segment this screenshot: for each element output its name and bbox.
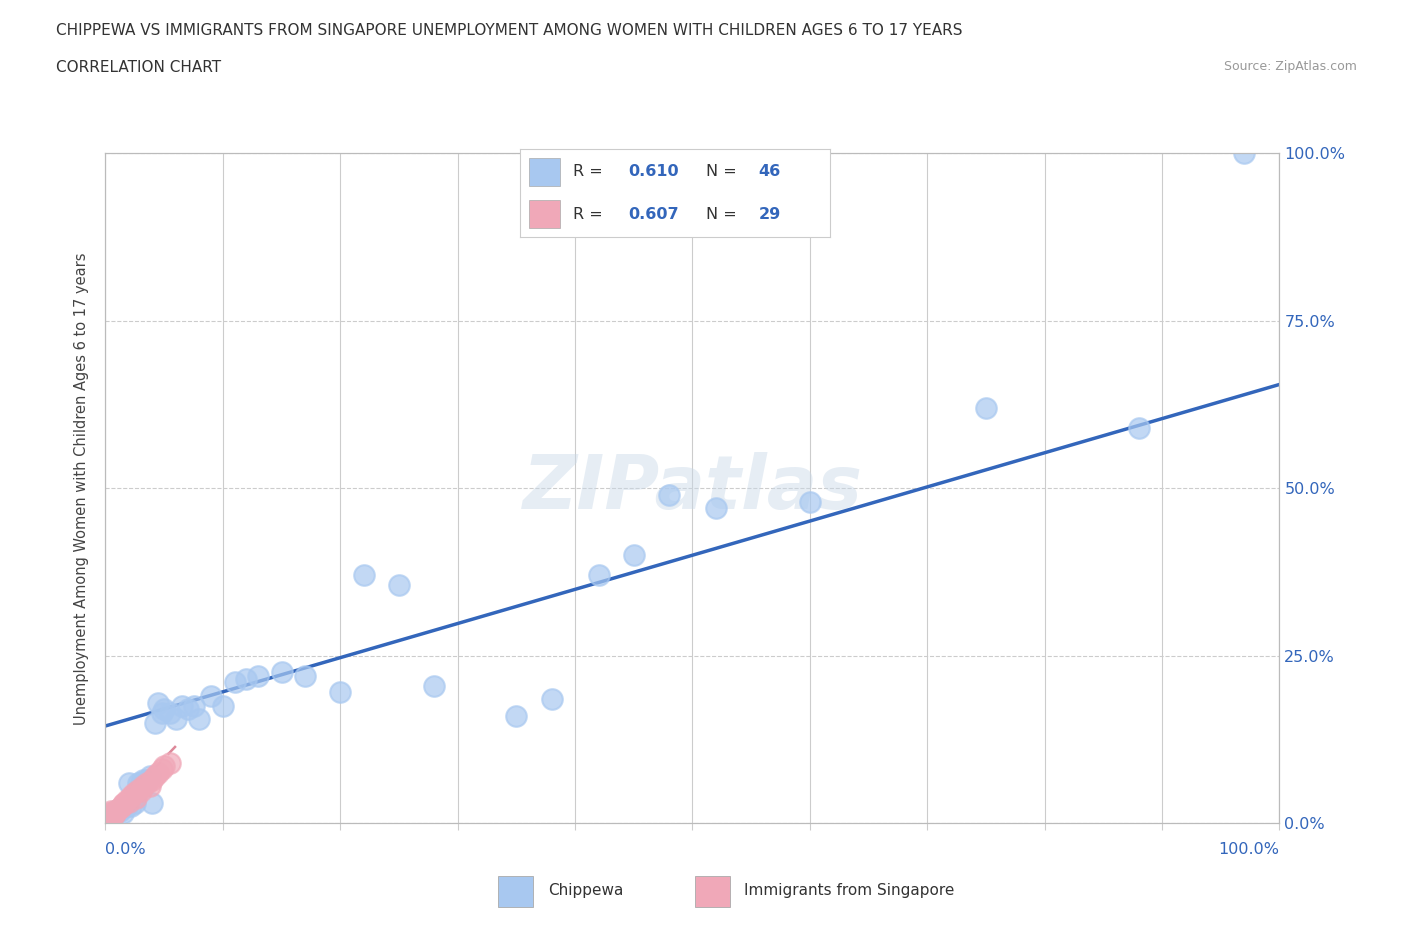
Point	[183, 698, 205, 713]
Bar	[530, 200, 561, 228]
Point	[139, 769, 162, 784]
Point	[143, 769, 166, 784]
Point	[159, 755, 181, 770]
Text: 0.607: 0.607	[628, 206, 679, 221]
Point	[141, 772, 163, 787]
Point	[101, 809, 124, 824]
Point	[105, 803, 128, 817]
Text: N =: N =	[706, 165, 737, 179]
Point	[200, 688, 222, 703]
Point	[588, 568, 610, 583]
Point	[132, 778, 155, 793]
Point	[294, 669, 316, 684]
Point	[115, 799, 138, 814]
Y-axis label: Unemployment Among Women with Children Ages 6 to 17 years: Unemployment Among Women with Children A…	[75, 252, 90, 724]
Point	[141, 795, 163, 810]
Point	[120, 799, 142, 814]
Point	[122, 786, 145, 801]
Point	[1233, 146, 1256, 161]
Point	[111, 799, 134, 814]
Text: 0.610: 0.610	[628, 165, 679, 179]
Point	[329, 685, 352, 700]
Point	[135, 772, 157, 787]
Text: R =: R =	[572, 206, 603, 221]
Point	[974, 401, 997, 416]
Point	[100, 809, 122, 824]
Point	[100, 804, 122, 818]
Point	[658, 487, 681, 502]
Text: Source: ZipAtlas.com: Source: ZipAtlas.com	[1223, 60, 1357, 73]
Text: Immigrants from Singapore: Immigrants from Singapore	[745, 883, 955, 898]
Text: 29: 29	[758, 206, 780, 221]
Point	[1128, 420, 1150, 435]
Point	[505, 709, 527, 724]
Point	[799, 494, 821, 509]
Text: 100.0%: 100.0%	[1219, 842, 1279, 857]
Point	[124, 795, 146, 810]
Text: 46: 46	[758, 165, 780, 179]
Text: CORRELATION CHART: CORRELATION CHART	[56, 60, 221, 75]
Point	[165, 711, 187, 726]
Bar	[499, 876, 533, 907]
Point	[112, 795, 135, 810]
Point	[115, 792, 138, 807]
Point	[129, 783, 152, 798]
Point	[127, 782, 149, 797]
Point	[353, 568, 375, 583]
Point	[224, 675, 246, 690]
Point	[235, 671, 257, 686]
Point	[188, 711, 211, 726]
Text: Chippewa: Chippewa	[548, 883, 623, 898]
Point	[98, 805, 121, 820]
Point	[153, 702, 176, 717]
Point	[108, 801, 131, 816]
Point	[153, 759, 176, 774]
Point	[120, 789, 142, 804]
Point	[247, 669, 270, 684]
Point	[118, 776, 141, 790]
Point	[211, 698, 233, 713]
Point	[388, 578, 411, 592]
Point	[704, 501, 727, 516]
Point	[129, 776, 152, 790]
Point	[118, 794, 141, 809]
Text: ZIPatlas: ZIPatlas	[523, 452, 862, 525]
Point	[148, 765, 170, 780]
Point	[108, 804, 131, 818]
Text: N =: N =	[706, 206, 737, 221]
Point	[104, 805, 127, 820]
Point	[127, 776, 149, 790]
Point	[270, 665, 292, 680]
Point	[623, 548, 645, 563]
Point	[135, 776, 157, 790]
Bar	[695, 876, 730, 907]
Point	[143, 715, 166, 730]
Point	[125, 790, 148, 805]
Point	[176, 702, 198, 717]
Point	[105, 804, 128, 818]
Point	[148, 695, 170, 710]
Point	[112, 805, 135, 820]
Point	[139, 778, 162, 793]
Point	[159, 705, 181, 720]
Text: 0.0%: 0.0%	[105, 842, 146, 857]
Point	[97, 809, 120, 824]
Point	[112, 797, 135, 812]
Point	[98, 807, 121, 822]
Text: R =: R =	[572, 165, 603, 179]
Point	[105, 803, 128, 817]
Point	[423, 678, 446, 693]
Point	[132, 772, 155, 787]
Point	[103, 807, 125, 822]
Point	[104, 805, 127, 820]
Text: CHIPPEWA VS IMMIGRANTS FROM SINGAPORE UNEMPLOYMENT AMONG WOMEN WITH CHILDREN AGE: CHIPPEWA VS IMMIGRANTS FROM SINGAPORE UN…	[56, 23, 963, 38]
Point	[150, 705, 173, 720]
Point	[150, 762, 173, 777]
Point	[540, 692, 562, 707]
Point	[170, 698, 193, 713]
Bar	[530, 158, 561, 186]
